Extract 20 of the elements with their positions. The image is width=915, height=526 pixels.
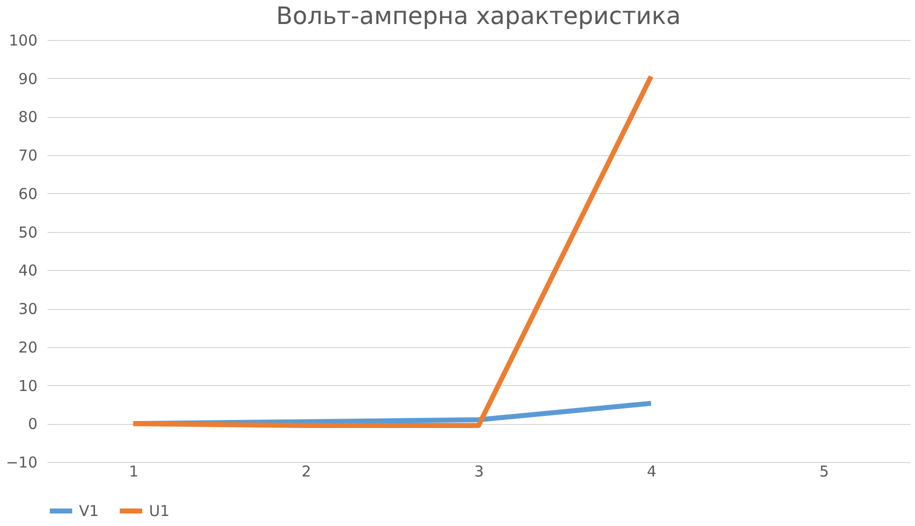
x-tick-label: 1 (129, 462, 139, 480)
y-tick-label: 0 (28, 415, 38, 434)
x-tick-label: 5 (819, 462, 829, 480)
y-tick-label: 60 (18, 184, 38, 203)
chart-title: Вольт-амперна характеристика (276, 2, 681, 30)
y-tick-label: −10 (6, 454, 38, 472)
y-tick-label: 70 (18, 146, 38, 165)
x-tick-label: 4 (646, 462, 656, 480)
y-tick-label: 50 (18, 223, 38, 242)
y-tick-label: 100 (8, 32, 38, 50)
y-tick-label: 90 (18, 70, 38, 88)
y-tick-label: 10 (18, 376, 38, 395)
x-tick-label: 3 (474, 462, 484, 480)
y-tick-label: 30 (18, 300, 38, 318)
x-tick-label: 2 (302, 462, 312, 480)
y-tick-label: 80 (18, 108, 38, 126)
legend-label: U1 (149, 502, 170, 520)
legend-label: V1 (79, 502, 99, 520)
y-tick-label: 20 (18, 338, 38, 356)
y-tick-label: 40 (18, 262, 38, 280)
